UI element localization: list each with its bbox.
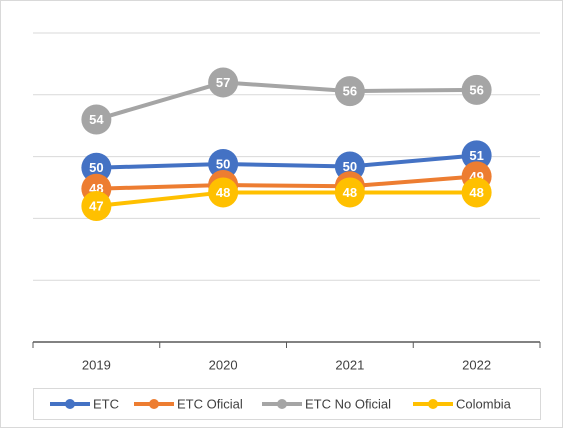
legend-marker — [428, 399, 438, 409]
legend-marker — [65, 399, 75, 409]
marker — [81, 152, 112, 183]
marker — [81, 104, 112, 135]
data-label: 50 — [343, 159, 357, 174]
marker — [208, 67, 239, 98]
data-label: 50 — [216, 156, 230, 171]
x-tick-label: 2021 — [335, 357, 364, 372]
legend-box — [33, 388, 541, 420]
marker — [461, 140, 492, 171]
data-label: 54 — [89, 112, 104, 127]
legend-marker — [277, 399, 287, 409]
series-line — [96, 153, 477, 170]
marker — [461, 177, 492, 208]
series-line — [96, 174, 477, 191]
legend-marker — [149, 399, 159, 409]
data-label: 50 — [89, 160, 103, 175]
data-label: 48 — [216, 185, 230, 200]
series-line — [96, 190, 477, 209]
legend-label: ETC No Oficial — [305, 396, 391, 411]
legend-label: ETC Oficial — [177, 396, 243, 411]
series-line — [95, 80, 477, 122]
marker — [334, 177, 365, 208]
data-label: 56 — [343, 84, 357, 99]
marker — [461, 74, 492, 105]
marker — [208, 177, 239, 208]
data-label: 56 — [469, 82, 483, 97]
data-label: 47 — [89, 198, 103, 213]
marker — [334, 76, 365, 107]
x-tick-label: 2019 — [82, 357, 111, 372]
data-label: 48 — [469, 185, 483, 200]
x-tick-label: 2022 — [462, 357, 491, 372]
data-label: 51 — [469, 148, 483, 163]
data-label: 57 — [216, 75, 230, 90]
x-tick-label: 2020 — [209, 357, 238, 372]
marker — [208, 149, 239, 180]
marker — [81, 191, 112, 222]
data-label: 48 — [343, 185, 357, 200]
legend-label: Colombia — [456, 396, 512, 411]
legend-label: ETC — [93, 396, 119, 411]
